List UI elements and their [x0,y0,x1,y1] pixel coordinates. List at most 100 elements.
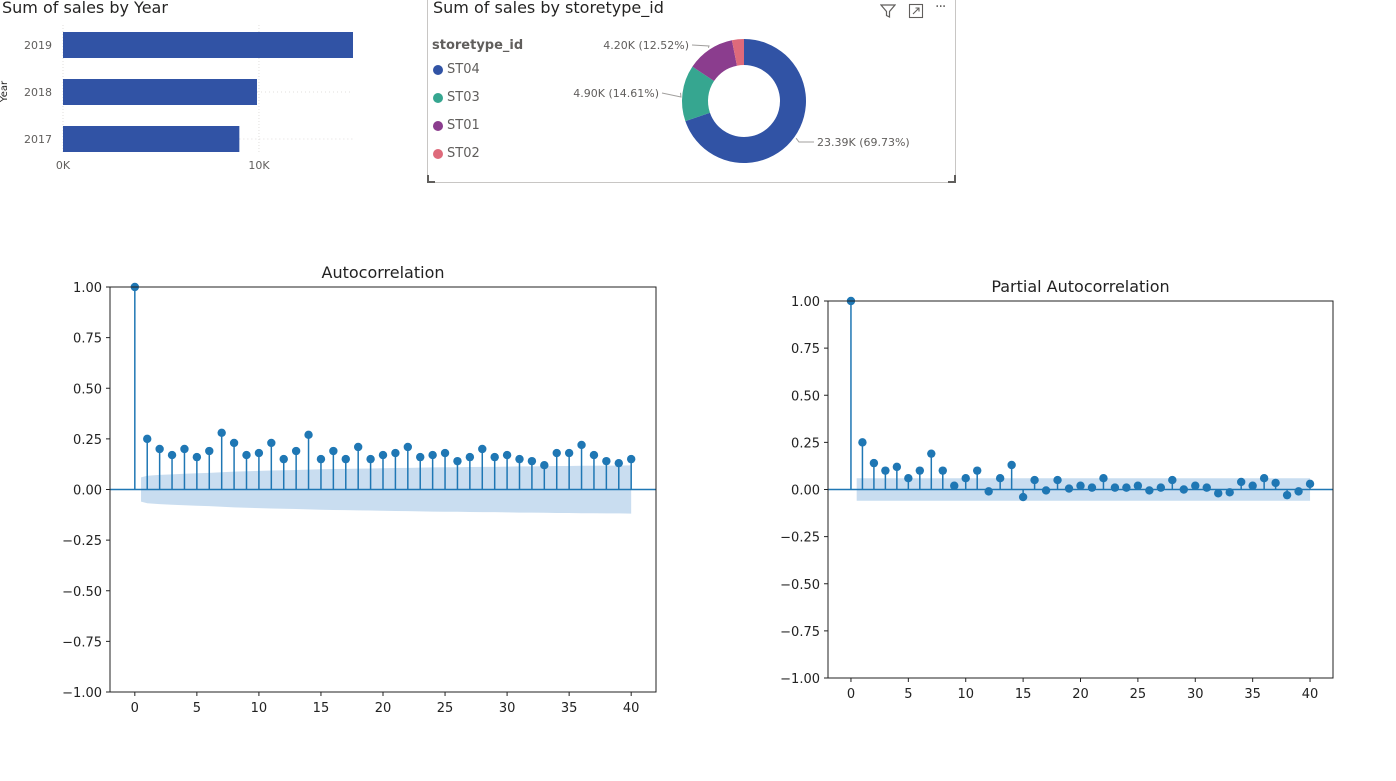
stem-marker [1099,473,1108,483]
legend-label: ST02 [447,146,480,161]
bar [63,126,240,152]
stem-marker [279,454,288,464]
stem-marker [1007,460,1016,470]
stem-marker [1133,481,1143,490]
legend-swatch [433,92,443,103]
legend-item[interactable]: ST03 [433,90,480,105]
legend-label: ST03 [447,90,480,105]
focus-mode-icon[interactable] [908,3,924,19]
legend-label: ST04 [447,62,480,77]
data-label: 4.20K (12.52%) [603,39,689,52]
stem-marker [391,448,400,458]
plot-title: Autocorrelation [322,263,445,282]
stem-marker [1191,481,1200,490]
stem-marker [378,450,388,460]
legend-item[interactable]: ST01 [433,118,480,133]
stem-marker [341,454,350,464]
legend-item[interactable]: ST04 [433,62,480,77]
stem-marker [881,466,890,475]
stem-marker [440,448,450,458]
donut-slice [685,39,806,163]
stem-marker [242,450,251,460]
stem-marker [192,452,202,462]
donut-slice [692,40,737,82]
stem-marker [552,448,561,458]
stem-marker [1076,481,1085,490]
x-tick-label: 0K [56,159,71,172]
stem-marker [540,461,549,470]
stem-marker [316,454,326,464]
stem-marker [589,450,599,460]
x-tick-label: 5 [904,687,912,702]
leader-line [795,137,814,143]
stem-marker [1259,473,1269,483]
bar-visual-title: Sum of sales by Year [2,0,168,17]
stem-marker [502,450,512,460]
stem-marker [950,481,959,490]
stem-marker [366,454,375,464]
stem-marker [167,450,177,460]
stem-marker [1168,475,1177,485]
stem-marker [1236,477,1246,487]
data-label: 4.90K (14.61%) [573,87,659,100]
stem-marker [478,444,487,454]
y-tick-label: −0.25 [780,531,820,546]
bar [63,79,257,105]
stem-marker [143,434,152,444]
x-tick-label: 5 [193,701,201,716]
y-tick-label: 0.50 [73,382,102,397]
filter-icon[interactable] [880,3,896,19]
stem-marker [1271,478,1280,488]
y-tick-label: 0.25 [73,433,102,448]
stem-marker [1282,490,1292,500]
stem-marker [1110,483,1120,492]
stem-marker [1030,475,1039,485]
x-tick-label: 10 [957,687,974,702]
donut-visual-frame[interactable] [427,0,956,183]
y-tick-label: −1.00 [62,686,102,701]
y-tick-label: 0.75 [791,342,820,357]
x-tick-label: 30 [499,701,516,716]
x-tick-label: 40 [623,701,640,716]
legend-item[interactable]: ST02 [433,146,480,161]
acf-chart: Autocorrelation 1.00 0.75 0.50 0.25 0.00 −0.25… [62,263,657,716]
stem-marker [961,473,970,483]
x-tick-label: 25 [1130,687,1147,702]
bar [63,32,353,58]
donut-chart: 23.39K (69.73%) 4.90K (14.61%) 4.20K (12.5… [573,39,910,163]
stem-marker [1053,475,1062,485]
legend-swatch [433,120,443,131]
stem-marker [1248,481,1257,490]
x-tick-label: 10K [248,159,270,172]
x-tick-label: 25 [437,701,454,716]
y-tick-label: 0.00 [791,484,820,499]
y-tick-label: −1.00 [780,672,820,687]
donut-visual-title: Sum of sales by storetype_id [433,0,664,17]
stem-marker [1179,485,1188,494]
stem-marker [904,473,913,483]
category-label: 2019 [24,39,52,52]
stem-marker [1145,486,1154,495]
category-label: 2017 [24,133,52,146]
stem-marker [1202,483,1211,492]
stem-marker [1214,489,1223,498]
stem-marker [527,456,537,466]
x-tick-label: 40 [1302,687,1319,702]
resize-handle[interactable] [948,175,956,183]
resize-handle[interactable] [427,175,435,183]
more-options-icon[interactable]: ··· [935,0,946,15]
stem-marker [403,442,413,452]
stem-marker [577,440,586,450]
stem-marker [858,438,867,447]
stem-marker [1064,484,1074,493]
leader-line [661,92,682,98]
stem-marker [453,456,462,466]
stem-marker [267,438,276,448]
y-tick-label: 0.50 [791,389,820,404]
stem-marker [465,452,475,462]
category-label: 2018 [24,86,52,99]
stem-marker [564,448,574,458]
data-label: 23.39K (69.73%) [817,136,910,149]
y-tick-label: −0.50 [780,578,820,593]
stem-marker [353,442,363,452]
